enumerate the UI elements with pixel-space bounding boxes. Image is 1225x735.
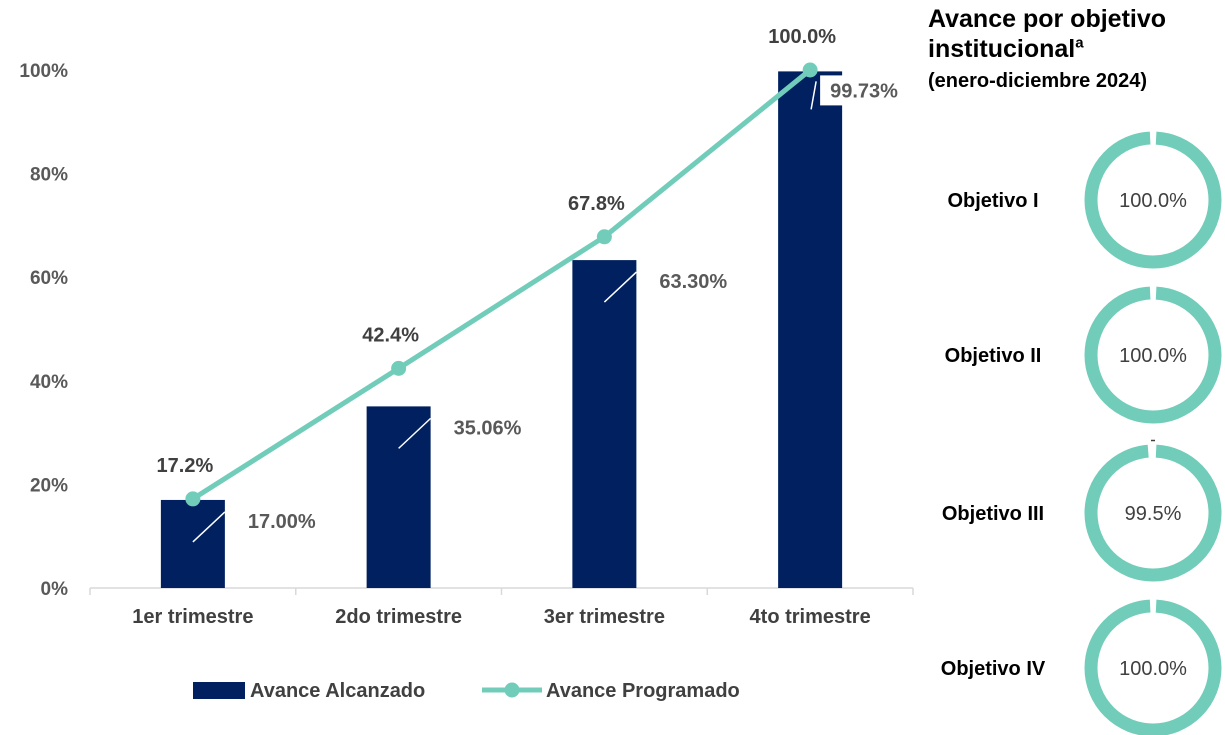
y-tick-label: 20%: [30, 475, 68, 496]
legend-swatch-marker-avance-programado: [504, 682, 520, 698]
y-tick-label: 100%: [19, 61, 68, 82]
donut-value-label: 99.5%: [1125, 503, 1182, 525]
donut-value-label: 100.0%: [1119, 658, 1187, 680]
line-point-avance-programado: [802, 62, 818, 78]
donut-ring: [1084, 131, 1222, 269]
y-tick-label: 60%: [30, 268, 68, 289]
donut-value-label: 100.0%: [1119, 345, 1187, 367]
donut-objective-label: Objetivo IV: [941, 658, 1046, 680]
donut-ring: [1084, 444, 1222, 582]
line-data-label: 17.2%: [157, 455, 214, 477]
panel-title-line2: institucional: [928, 35, 1076, 63]
line-data-label: 67.8%: [568, 193, 625, 215]
bar-avance-alcanzado: [778, 71, 843, 588]
bar-avance-alcanzado: [160, 499, 225, 588]
bar-data-label-background: [820, 75, 911, 106]
line-avance-programado: [190, 67, 813, 502]
x-tick-label: 4to trimestre: [750, 606, 871, 628]
y-tick-label: 0%: [41, 579, 69, 600]
bar-data-label: 35.06%: [454, 417, 522, 439]
x-tick-label: 3er trimestre: [544, 606, 665, 628]
bar-line-chart: 0% 20% 40% 60% 80% 100% 1er trimestre 2do trime…: [19, 26, 914, 702]
y-tick-label: 80%: [30, 165, 68, 186]
bar-data-label: 63.30%: [659, 271, 727, 293]
bar-data-label: 99.73%: [830, 80, 898, 102]
x-tick-label: 2do trimestre: [335, 606, 462, 628]
donut-objective-label: Objetivo III: [942, 503, 1044, 525]
bar-avance-alcanzado: [572, 260, 637, 588]
label-leader-line: [398, 417, 432, 449]
line-point-avance-programado: [391, 360, 407, 376]
donut-ring: [1084, 286, 1222, 424]
legend-label-avance-alcanzado: Avance Alcanzado: [250, 680, 425, 702]
label-leader-line: [603, 271, 637, 303]
legend-label-avance-programado: Avance Programado: [546, 680, 740, 702]
panel-title-line2-wrap: institucionala: [928, 34, 1218, 64]
panel-title: Avance por objetivo institucionala (ener…: [928, 4, 1218, 94]
line-point-avance-programado: [185, 491, 201, 507]
x-tick-label: 1er trimestre: [132, 606, 253, 628]
bar-avance-alcanzado: [366, 406, 431, 588]
donut-ring: [1084, 599, 1222, 735]
label-leader-line: [810, 81, 817, 110]
y-tick-label: 40%: [30, 372, 68, 393]
line-data-label: 100.0%: [768, 26, 836, 48]
objective-donuts: 100.0% Objetivo I 100.0% Objetivo II 99.5% Ob…: [941, 131, 1222, 735]
panel-title-period: (enero-diciembre 2024): [928, 70, 1147, 92]
donut-value-label: 100.0%: [1119, 190, 1187, 212]
line-point-avance-programado: [596, 229, 612, 245]
donut-objective-label: Objetivo II: [945, 345, 1042, 367]
line-data-label: 42.4%: [362, 324, 419, 346]
donut-objective-label: Objetivo I: [947, 190, 1038, 212]
panel-title-line1: Avance por objetivo: [928, 5, 1167, 33]
label-leader-line: [192, 511, 226, 543]
bar-data-label: 17.00%: [248, 511, 316, 533]
panel-title-superscript: a: [1075, 34, 1084, 52]
legend-swatch-avance-alcanzado: [193, 682, 245, 699]
